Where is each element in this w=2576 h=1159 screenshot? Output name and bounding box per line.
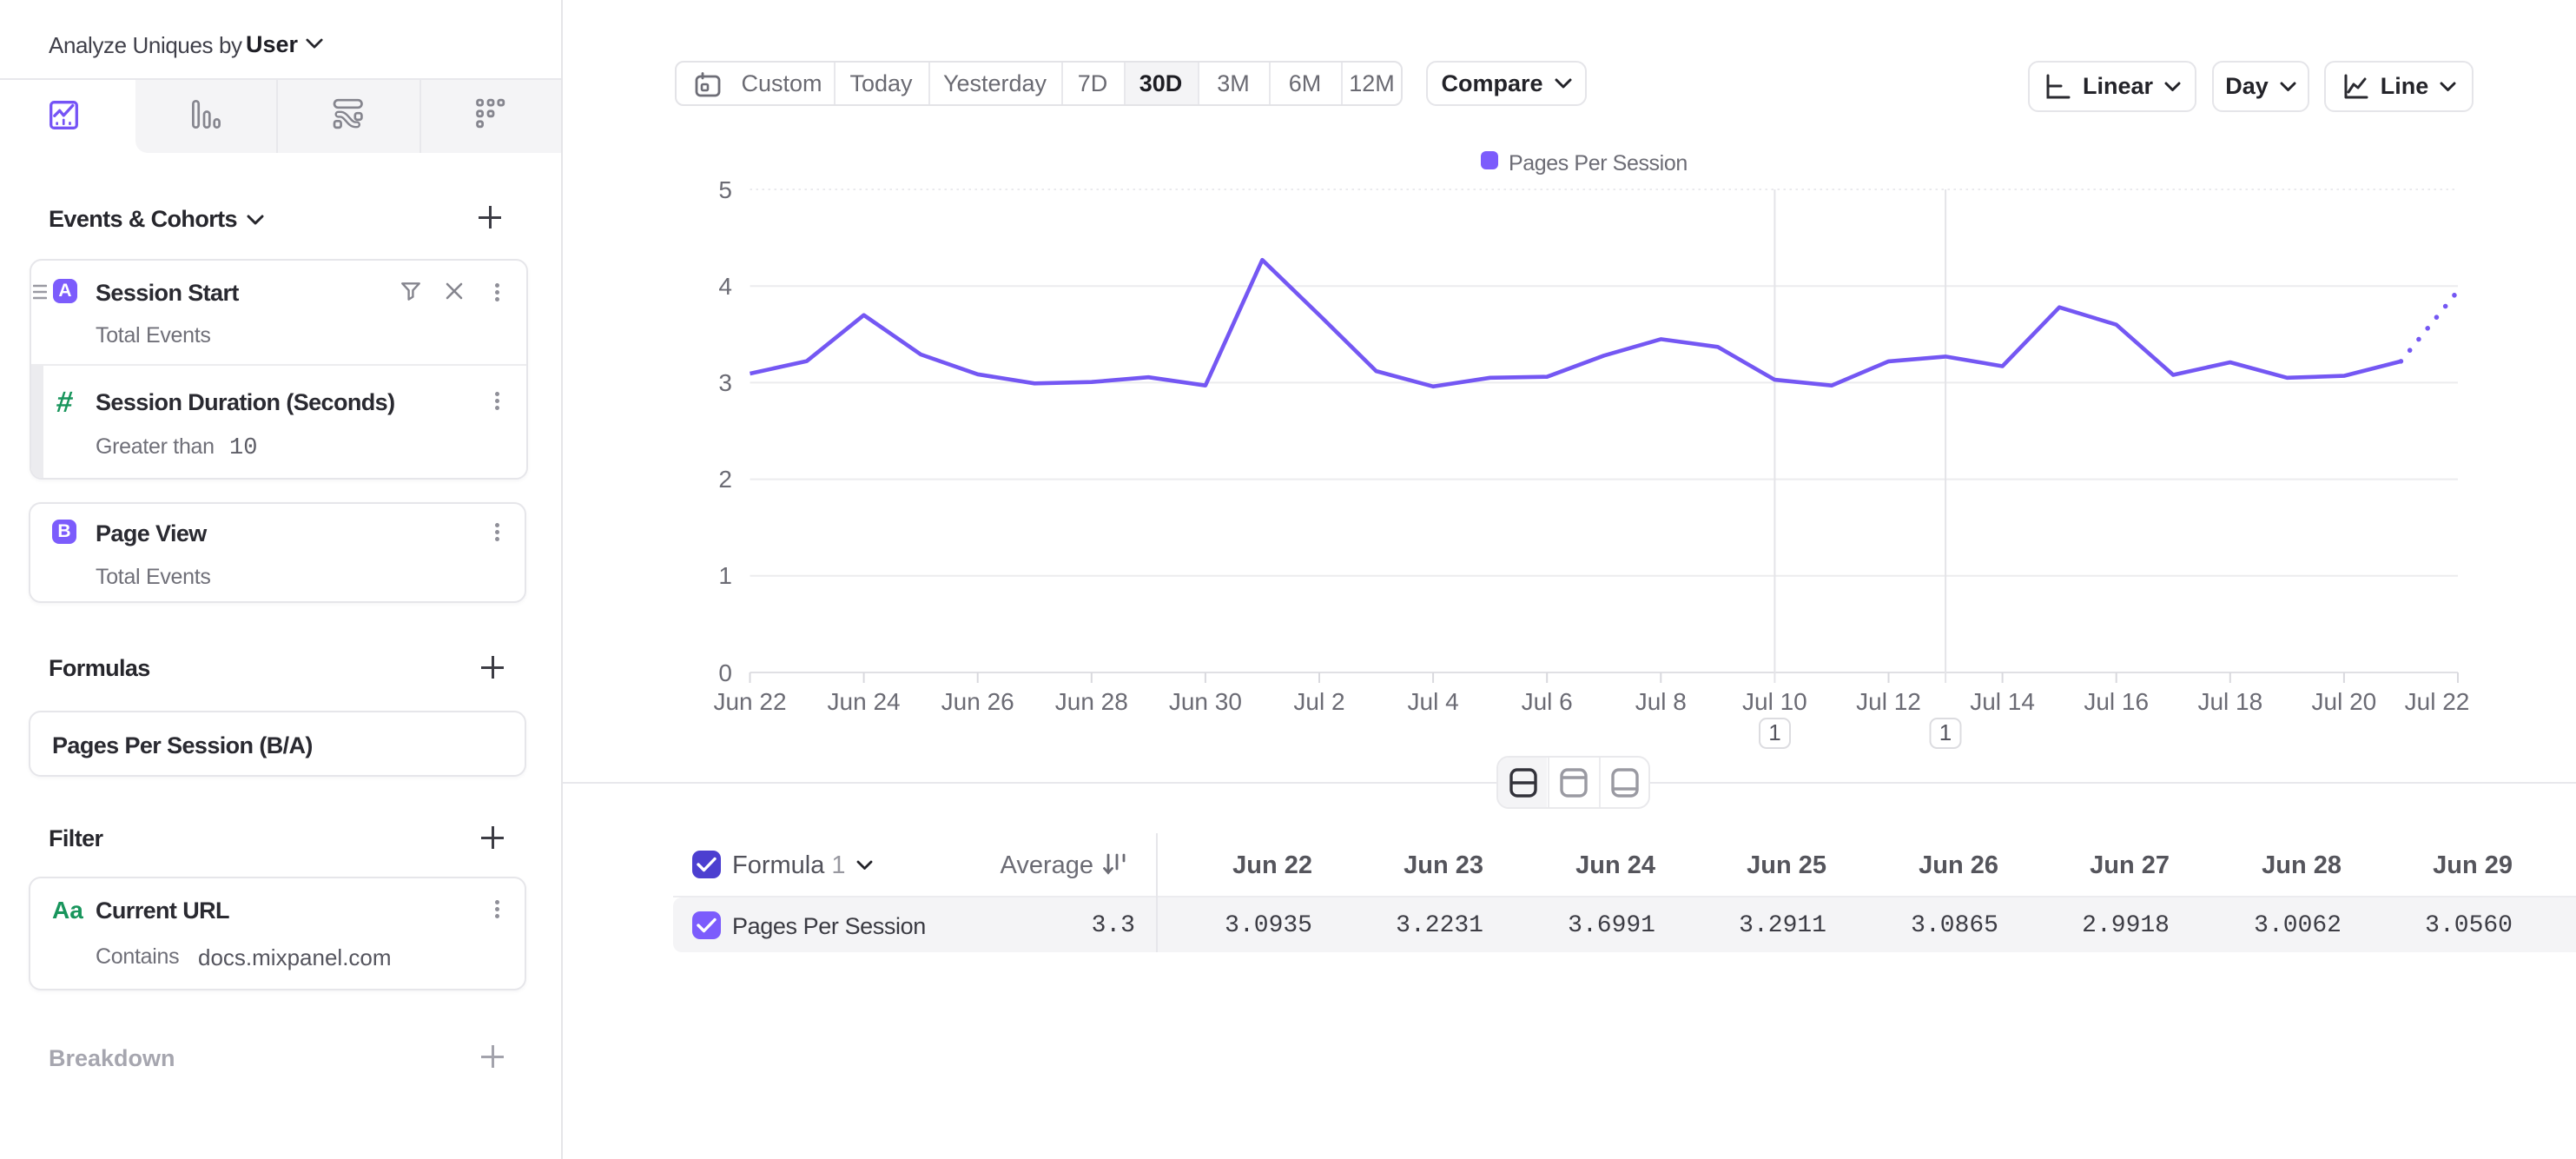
svg-text:Jul 18: Jul 18 <box>2197 688 2262 715</box>
svg-text:1: 1 <box>718 562 732 589</box>
svg-text:Jun 26: Jun 26 <box>941 688 1014 715</box>
svg-text:Jun 24: Jun 24 <box>828 688 901 715</box>
svg-text:2: 2 <box>718 466 732 493</box>
svg-text:Jul 12: Jul 12 <box>1856 688 1921 715</box>
svg-text:Jun 30: Jun 30 <box>1169 688 1242 715</box>
svg-text:Jun 28: Jun 28 <box>1055 688 1128 715</box>
svg-text:Jul 22: Jul 22 <box>2405 688 2470 715</box>
svg-text:5: 5 <box>718 176 732 203</box>
svg-text:3: 3 <box>718 369 732 396</box>
svg-text:Jul 20: Jul 20 <box>2312 688 2377 715</box>
svg-text:Jul 16: Jul 16 <box>2084 688 2149 715</box>
svg-text:1: 1 <box>1939 719 1952 745</box>
svg-text:Jul 8: Jul 8 <box>1635 688 1687 715</box>
svg-text:Jul 14: Jul 14 <box>1970 688 2035 715</box>
svg-text:Jul 4: Jul 4 <box>1408 688 1459 715</box>
svg-text:Jul 6: Jul 6 <box>1522 688 1573 715</box>
svg-text:1: 1 <box>1768 719 1780 745</box>
svg-text:Jul 2: Jul 2 <box>1293 688 1344 715</box>
svg-text:4: 4 <box>718 273 732 300</box>
svg-text:0: 0 <box>718 659 732 686</box>
svg-text:Jul 10: Jul 10 <box>1742 688 1807 715</box>
svg-text:Jun 22: Jun 22 <box>713 688 786 715</box>
